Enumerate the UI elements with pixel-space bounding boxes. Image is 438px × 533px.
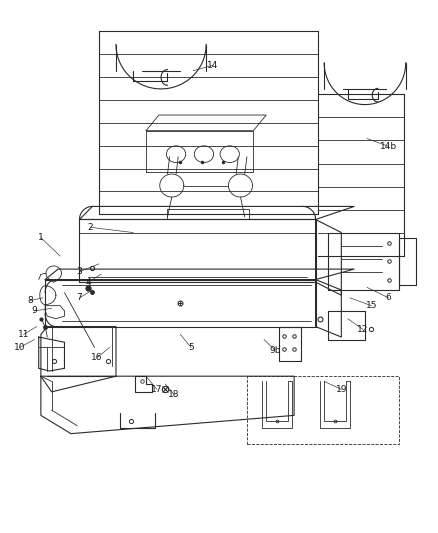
Text: 3: 3 bbox=[77, 267, 82, 276]
Text: 15: 15 bbox=[366, 301, 377, 310]
Text: 19: 19 bbox=[336, 385, 347, 394]
Text: 2: 2 bbox=[88, 223, 93, 232]
Text: 18: 18 bbox=[168, 390, 180, 399]
Text: 17: 17 bbox=[151, 385, 162, 394]
Text: 14: 14 bbox=[207, 61, 218, 70]
Text: 9: 9 bbox=[32, 306, 37, 316]
Text: 6: 6 bbox=[386, 293, 392, 302]
Text: 8: 8 bbox=[27, 296, 33, 305]
Text: 7: 7 bbox=[77, 293, 82, 302]
Text: 16: 16 bbox=[91, 353, 102, 362]
Text: 14b: 14b bbox=[380, 142, 397, 151]
Text: 10: 10 bbox=[14, 343, 25, 352]
Text: 11: 11 bbox=[18, 330, 29, 339]
Text: 5: 5 bbox=[188, 343, 194, 352]
Text: 9b: 9b bbox=[269, 345, 281, 354]
Text: 1: 1 bbox=[38, 233, 44, 243]
Bar bbox=[247, 376, 399, 444]
Text: 12: 12 bbox=[357, 325, 368, 334]
Text: 4: 4 bbox=[85, 278, 91, 287]
